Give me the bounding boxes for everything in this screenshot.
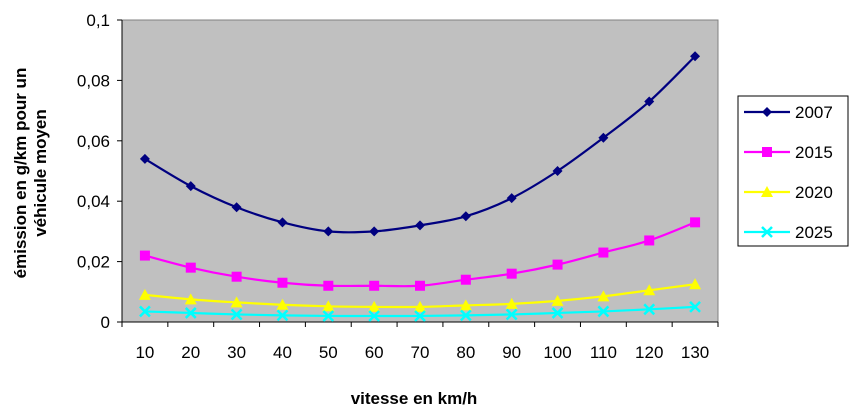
data-point-2020 (551, 294, 564, 306)
data-point-2015 (552, 259, 563, 270)
data-point-2020 (597, 290, 610, 302)
data-point-2020 (276, 298, 289, 310)
legend-marker (762, 147, 772, 157)
x-tick-label: 20 (181, 343, 200, 362)
data-point-2020 (643, 284, 656, 296)
x-tick-label: 70 (411, 343, 430, 362)
x-tick-label: 120 (635, 343, 663, 362)
x-tick-label: 100 (543, 343, 571, 362)
series-2015 (139, 217, 701, 291)
legend-label: 2020 (795, 183, 833, 202)
data-point-2020 (689, 278, 702, 290)
data-point-2020 (184, 293, 197, 305)
data-point-2015 (460, 274, 471, 285)
data-point-2007 (323, 226, 334, 237)
data-point-2020 (505, 297, 518, 309)
legend-marker (761, 226, 773, 238)
y-tick-label: 0,06 (77, 132, 110, 151)
series-layer (138, 51, 702, 322)
x-axis: 10 20 30 40 50 60 70 80 90 100 110 120 130 (121, 321, 719, 362)
data-point-2020 (230, 296, 243, 308)
x-tick-label: 60 (365, 343, 384, 362)
data-point-2020 (368, 300, 381, 312)
series-2020 (138, 278, 702, 312)
data-point-2015 (139, 250, 150, 261)
data-point-2025 (414, 310, 426, 322)
x-tick-label: 130 (681, 343, 709, 362)
data-point-2007 (231, 202, 242, 213)
y-tick-label: 0,02 (77, 253, 110, 272)
legend: 2007 2015 2020 2025 (737, 95, 849, 247)
data-point-2025 (230, 308, 243, 321)
data-point-2020 (414, 300, 426, 312)
data-point-2025 (184, 307, 197, 319)
data-point-2015 (415, 280, 425, 291)
data-point-2025 (597, 305, 610, 318)
data-point-2007 (277, 217, 288, 228)
legend-label: 2025 (795, 223, 833, 242)
data-point-2007 (185, 181, 196, 192)
y-tick-label: 0,04 (77, 192, 110, 211)
x-tick-label: 30 (227, 343, 246, 362)
legend-box (737, 95, 849, 247)
data-point-2025 (551, 307, 564, 319)
legend-marker (762, 107, 772, 117)
x-tick-label: 110 (590, 343, 617, 362)
x-axis-title: vitesse en km/h (351, 389, 478, 408)
data-point-2025 (689, 301, 701, 313)
x-tick-label: 50 (319, 343, 338, 362)
series-2007 (139, 51, 701, 237)
legend-marker (761, 186, 773, 197)
data-point-2007 (139, 153, 150, 164)
legend-label: 2007 (795, 103, 833, 122)
data-point-2025 (276, 309, 289, 322)
data-point-2007 (690, 51, 701, 62)
legend-item-2015: 2015 (744, 143, 833, 162)
y-tick-label: 0,1 (86, 11, 110, 30)
data-point-2007 (552, 166, 563, 176)
legend-item-2025: 2025 (744, 223, 833, 242)
y-tick-label: 0 (101, 313, 110, 332)
y-axis: 0 0,02 0,04 0,06 0,08 0,1 (77, 11, 123, 332)
y-tick-label: 0,08 (77, 71, 110, 90)
data-point-2025 (322, 310, 335, 322)
data-point-2007 (644, 96, 655, 107)
legend-item-2007: 2007 (744, 103, 833, 122)
data-point-2025 (643, 303, 656, 316)
data-point-2020 (322, 300, 335, 312)
data-point-2015 (323, 280, 334, 291)
data-point-2020 (459, 299, 472, 311)
data-point-2007 (460, 211, 471, 222)
plot-area (121, 19, 719, 323)
data-point-2020 (138, 288, 151, 300)
x-tick-label: 80 (456, 343, 475, 362)
x-tick-label: 10 (135, 343, 154, 362)
data-point-2007 (415, 220, 425, 231)
legend-label: 2015 (795, 143, 833, 162)
data-point-2015 (506, 268, 517, 279)
data-point-2015 (369, 280, 380, 291)
x-tick-label: 90 (502, 343, 521, 362)
data-point-2015 (277, 277, 288, 288)
data-point-2015 (644, 235, 655, 246)
y-axis-title-line-1: émission en g/km pour un (11, 68, 30, 279)
series-2025 (139, 301, 701, 322)
legend-item-2020: 2020 (744, 183, 833, 202)
data-point-2025 (368, 310, 381, 322)
data-point-2025 (139, 305, 151, 318)
data-point-2015 (690, 217, 701, 228)
data-point-2015 (598, 247, 609, 258)
data-point-2025 (505, 308, 518, 321)
data-point-2007 (369, 226, 380, 237)
y-axis-title-line-2: véhicule moyen (31, 109, 50, 237)
data-point-2015 (185, 262, 196, 273)
data-point-2025 (459, 309, 472, 322)
x-tick-label: 40 (273, 343, 292, 362)
data-point-2015 (231, 271, 242, 282)
data-point-2007 (506, 193, 517, 204)
data-point-2007 (598, 132, 609, 143)
